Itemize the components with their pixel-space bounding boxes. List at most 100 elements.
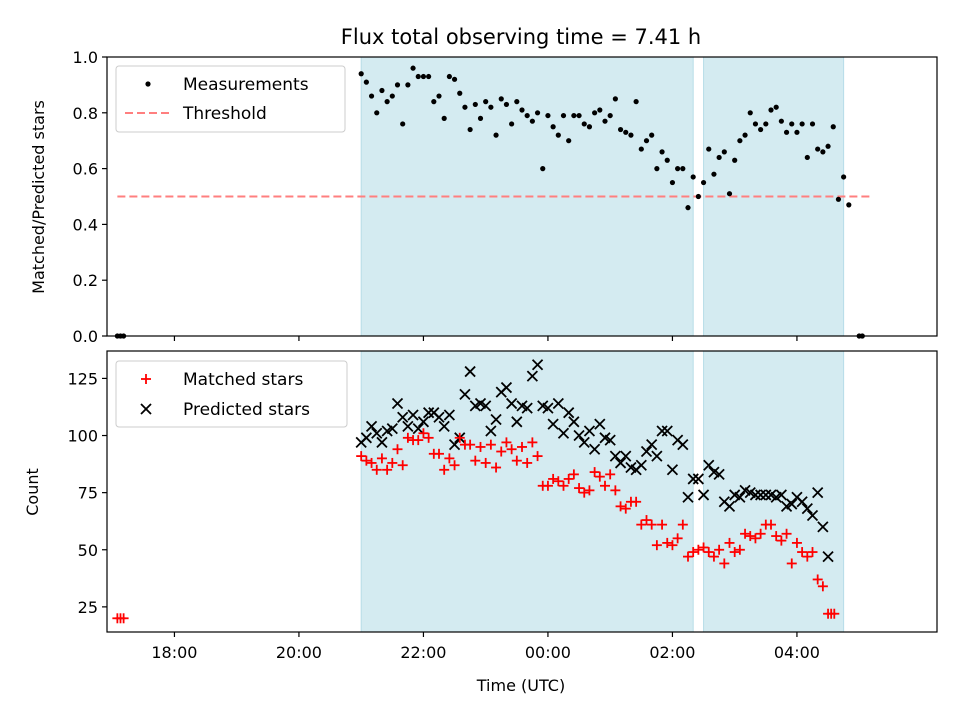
measurement-point <box>420 73 427 80</box>
matched-star-point <box>698 542 709 553</box>
measurement-point <box>778 118 784 124</box>
measurement-point <box>628 132 634 138</box>
matched-star-point <box>781 528 792 539</box>
predicted-star-point <box>407 409 419 421</box>
measurement-point <box>524 112 530 119</box>
measurement-point <box>368 93 375 99</box>
measurement-point <box>846 202 852 208</box>
bottom-panel: 25 50 75 100 125 18:00 20:00 22:00 00:00 02:00 04:… <box>67 350 938 662</box>
predicted-star-point <box>786 498 798 510</box>
predicted-star-point <box>651 450 663 462</box>
x-tick-label: 04:00 <box>774 643 820 662</box>
legend-measurements-marker <box>145 81 151 87</box>
matched-star-point <box>729 547 740 558</box>
matched-star-point <box>589 467 600 478</box>
predicted-star-point <box>754 489 767 501</box>
matched-star-point <box>506 444 517 455</box>
matched-star-point <box>817 581 828 592</box>
predicted-star-point <box>640 445 653 458</box>
measurement-point <box>675 166 681 172</box>
predicted-star-point <box>604 434 616 446</box>
measurement-point <box>804 154 810 161</box>
y-tick-label: 1.0 <box>73 48 98 67</box>
measurement-point <box>472 101 478 108</box>
legend-matched-marker <box>141 374 151 384</box>
measurement-point <box>467 126 473 133</box>
measurement-point <box>758 126 764 133</box>
measurement-point <box>711 171 717 177</box>
matched-star-point <box>636 519 647 530</box>
predicted-star-point <box>443 409 456 421</box>
matched-star-point <box>485 439 496 450</box>
measurement-point <box>602 118 608 124</box>
measurement-point <box>441 115 447 121</box>
matched-star-point <box>366 457 377 468</box>
measurement-point <box>659 149 665 155</box>
measurement-point <box>431 99 437 105</box>
predicted-star-point <box>646 439 658 451</box>
predicted-star-point <box>521 402 533 414</box>
matched-star-point <box>672 533 683 544</box>
predicted-star-point <box>806 509 819 522</box>
matched-star-point <box>667 540 678 551</box>
measurement-point <box>426 73 432 80</box>
matched-star-point <box>708 551 719 562</box>
y-tick-label: 125 <box>67 369 98 388</box>
measurement-point <box>555 132 561 138</box>
matched-star-point <box>423 432 434 443</box>
matched-star-point <box>750 533 761 544</box>
matched-star-point <box>496 446 507 457</box>
x-axis-label: Time (UTC) <box>476 676 565 695</box>
measurement-point <box>446 73 452 80</box>
measurement-point <box>509 121 515 127</box>
matched-star-point <box>444 453 455 464</box>
predicted-star-point <box>568 416 580 428</box>
matched-star-point <box>522 457 533 468</box>
predicted-star-point <box>464 365 476 378</box>
predicted-star-point <box>692 473 705 485</box>
matched-star-point <box>118 613 129 624</box>
predicted-star-point <box>402 420 414 433</box>
matched-star-point <box>491 462 502 473</box>
measurement-point <box>612 96 618 102</box>
matched-star-point <box>693 544 704 555</box>
x-tick-label: 22:00 <box>400 643 446 662</box>
measurement-point <box>638 146 644 152</box>
measurement-point <box>363 79 369 85</box>
measurement-point <box>581 121 587 127</box>
measurement-point <box>389 93 395 99</box>
measurement-point <box>721 149 727 155</box>
matched-star-point <box>812 574 823 585</box>
matched-star-point <box>683 551 693 562</box>
measurement-point <box>820 149 826 155</box>
measurement-point <box>830 124 836 130</box>
matched-star-point <box>734 544 745 555</box>
predicted-star-point <box>661 425 673 437</box>
matched-star-point <box>449 460 460 471</box>
measurement-point <box>503 101 510 108</box>
legend-measurements-label: Measurements <box>183 75 309 95</box>
matched-star-point <box>532 451 543 462</box>
predicted-star-point <box>391 397 404 410</box>
matched-star-point <box>610 485 621 496</box>
predicted-star-point <box>448 439 461 451</box>
y-tick-label: 50 <box>78 541 98 560</box>
measurement-point <box>706 146 712 152</box>
measurement-point <box>742 132 748 138</box>
matched-star-point <box>829 608 840 619</box>
legend-predicted-marker <box>140 403 152 415</box>
measurement-point <box>633 99 639 105</box>
matched-star-point <box>657 519 668 530</box>
measurement-point <box>815 146 821 152</box>
matched-star-point <box>558 480 569 491</box>
predicted-star-point <box>749 489 762 501</box>
predicted-star-point <box>594 418 606 430</box>
matched-star-point <box>542 480 553 491</box>
bottom-y-axis-label: Count <box>23 468 42 516</box>
predicted-star-point <box>682 491 694 503</box>
matched-star-point <box>620 503 631 514</box>
predicted-star-point <box>697 489 710 501</box>
matched-star-point <box>387 457 398 468</box>
measurement-point <box>394 82 401 88</box>
matched-star-point <box>553 476 564 487</box>
